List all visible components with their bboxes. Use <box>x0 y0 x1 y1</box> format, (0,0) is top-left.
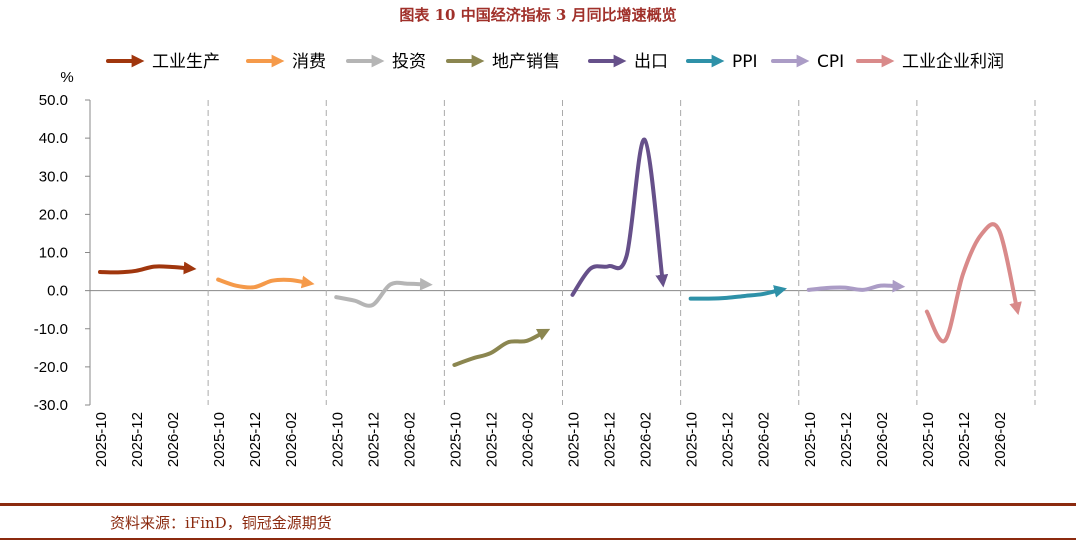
x-tick-label: 2026-02 <box>756 412 773 467</box>
series-line-1 <box>98 261 197 275</box>
source-note: 资料来源：iFinD，铜冠金源期货 <box>110 514 332 532</box>
series-line-8 <box>924 222 1022 344</box>
series-line-5 <box>570 137 669 297</box>
y-tick-label: -20.0 <box>34 359 68 376</box>
y-tick-label: 30.0 <box>39 168 68 185</box>
legend-label: PPI <box>732 52 758 72</box>
series-line-3 <box>334 277 433 308</box>
x-tick-label: 2026-02 <box>638 412 655 467</box>
x-tick-label: 2025-10 <box>211 412 228 467</box>
series-line-7 <box>806 279 906 293</box>
series-line-2 <box>216 275 315 290</box>
x-tick-label: 2025-12 <box>365 412 382 467</box>
y-tick-label: 20.0 <box>39 206 68 223</box>
x-tick-label: 2025-12 <box>483 412 500 467</box>
y-tick-label: -10.0 <box>34 321 68 338</box>
legend-label: 地产销售 <box>492 52 560 72</box>
x-tick-label: 2026-02 <box>165 412 182 467</box>
x-tick-label: 2025-12 <box>720 412 737 467</box>
x-tick-label: 2026-02 <box>992 412 1009 467</box>
series-line-4 <box>452 328 551 367</box>
series-line-6 <box>688 285 787 301</box>
chart-title: 图表 10 中国经济指标 3 月同比增速概览 <box>399 6 677 24</box>
chart-legend: 工业生产 消费 投资 地产销售 出口 PPI CPI 工业企业利润 <box>106 52 1004 72</box>
y-tick-label: 10.0 <box>39 245 68 262</box>
chart-grid <box>90 100 1036 405</box>
footer-rule-top <box>0 503 1076 506</box>
x-tick-label: 2026-02 <box>874 412 891 467</box>
x-tick-label: 2025-10 <box>920 412 937 467</box>
chart-svg: 工业生产 消费 投资 地产销售 出口 PPI CPI 工业企业利润 % 50.0 40.0 30.… <box>34 52 1036 467</box>
x-tick-label: 2025-12 <box>247 412 264 467</box>
footer-rule-bottom <box>0 538 1076 540</box>
x-tick-label: 2025-10 <box>93 412 110 467</box>
legend-label: 出口 <box>634 52 668 72</box>
x-tick-label: 2025-10 <box>566 412 583 467</box>
x-tick-label: 2025-10 <box>329 412 346 467</box>
y-tick-label: 50.0 <box>39 92 68 109</box>
x-tick-label: 2025-10 <box>447 412 464 467</box>
x-axis: 2025-10 2025-12 2026-02 2025-10 2025-12 2026-… <box>93 412 1009 467</box>
x-tick-label: 2026-02 <box>283 412 300 467</box>
x-tick-label: 2025-12 <box>838 412 855 467</box>
legend-label: 投资 <box>392 52 426 72</box>
legend-label: 工业企业利润 <box>902 52 1004 72</box>
legend-label: 工业生产 <box>152 52 220 72</box>
x-tick-label: 2025-10 <box>684 412 701 467</box>
x-tick-label: 2026-02 <box>401 412 418 467</box>
y-tick-label: -30.0 <box>34 397 68 414</box>
x-tick-label: 2025-12 <box>129 412 146 467</box>
x-tick-label: 2025-12 <box>602 412 619 467</box>
y-unit-label: % <box>60 69 73 86</box>
y-axis: % 50.0 40.0 30.0 20.0 10.0 0.0 -10.0 -20.0 -30.0 <box>34 69 91 414</box>
y-tick-label: 0.0 <box>47 283 68 300</box>
x-tick-label: 2025-12 <box>956 412 973 467</box>
x-tick-label: 2025-10 <box>802 412 819 467</box>
y-tick-label: 40.0 <box>39 130 68 147</box>
legend-label: CPI <box>817 52 844 72</box>
x-tick-label: 2026-02 <box>519 412 536 467</box>
chart-series <box>98 137 1022 367</box>
legend-label: 消费 <box>292 52 326 72</box>
